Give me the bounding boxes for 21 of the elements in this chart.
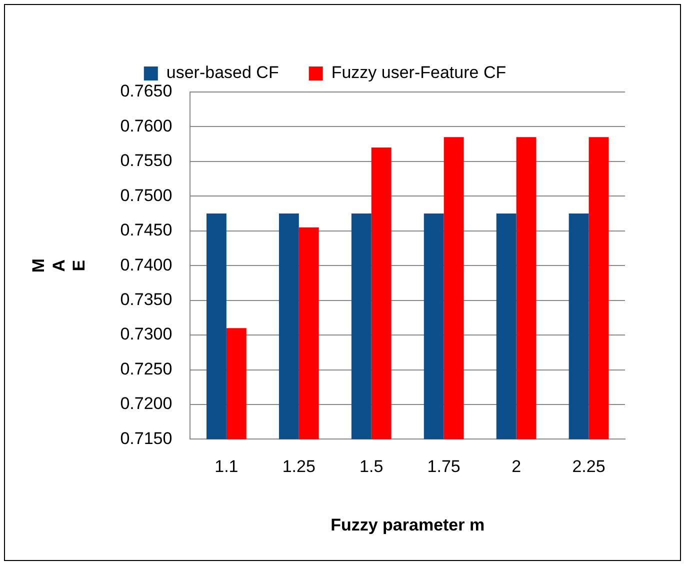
x-tick-label: 1.75 [427,457,460,476]
y-tick-label: 0.7350 [120,290,172,310]
legend-label: user-based CF [166,63,279,82]
y-tick-label: 0.7600 [120,116,172,136]
y-tick-label: 0.7200 [120,394,172,414]
x-tick-label: 2.25 [572,457,606,476]
x-tick-label: 2 [512,457,522,476]
y-tick-label: 0.7400 [120,255,172,274]
y-tick-label: 0.7150 [120,428,172,448]
x-axis-title: Fuzzy parameter m [330,515,485,534]
legend-label: Fuzzy user-Feature CF [331,63,506,82]
y-tick-label: 0.7550 [120,151,172,170]
y-tick-label: 0.7500 [120,186,172,205]
x-tick-label: 1.5 [360,457,384,476]
y-tick-label: 0.7250 [120,359,172,378]
y-tick-label: 0.7300 [120,324,172,344]
y-tick-label: 0.7450 [120,220,172,240]
y-axis-title: MAE [28,258,89,273]
x-tick-label: 1.25 [282,457,316,476]
y-tick-label: 0.7650 [120,82,172,101]
x-tick-label: 1.1 [214,457,238,476]
